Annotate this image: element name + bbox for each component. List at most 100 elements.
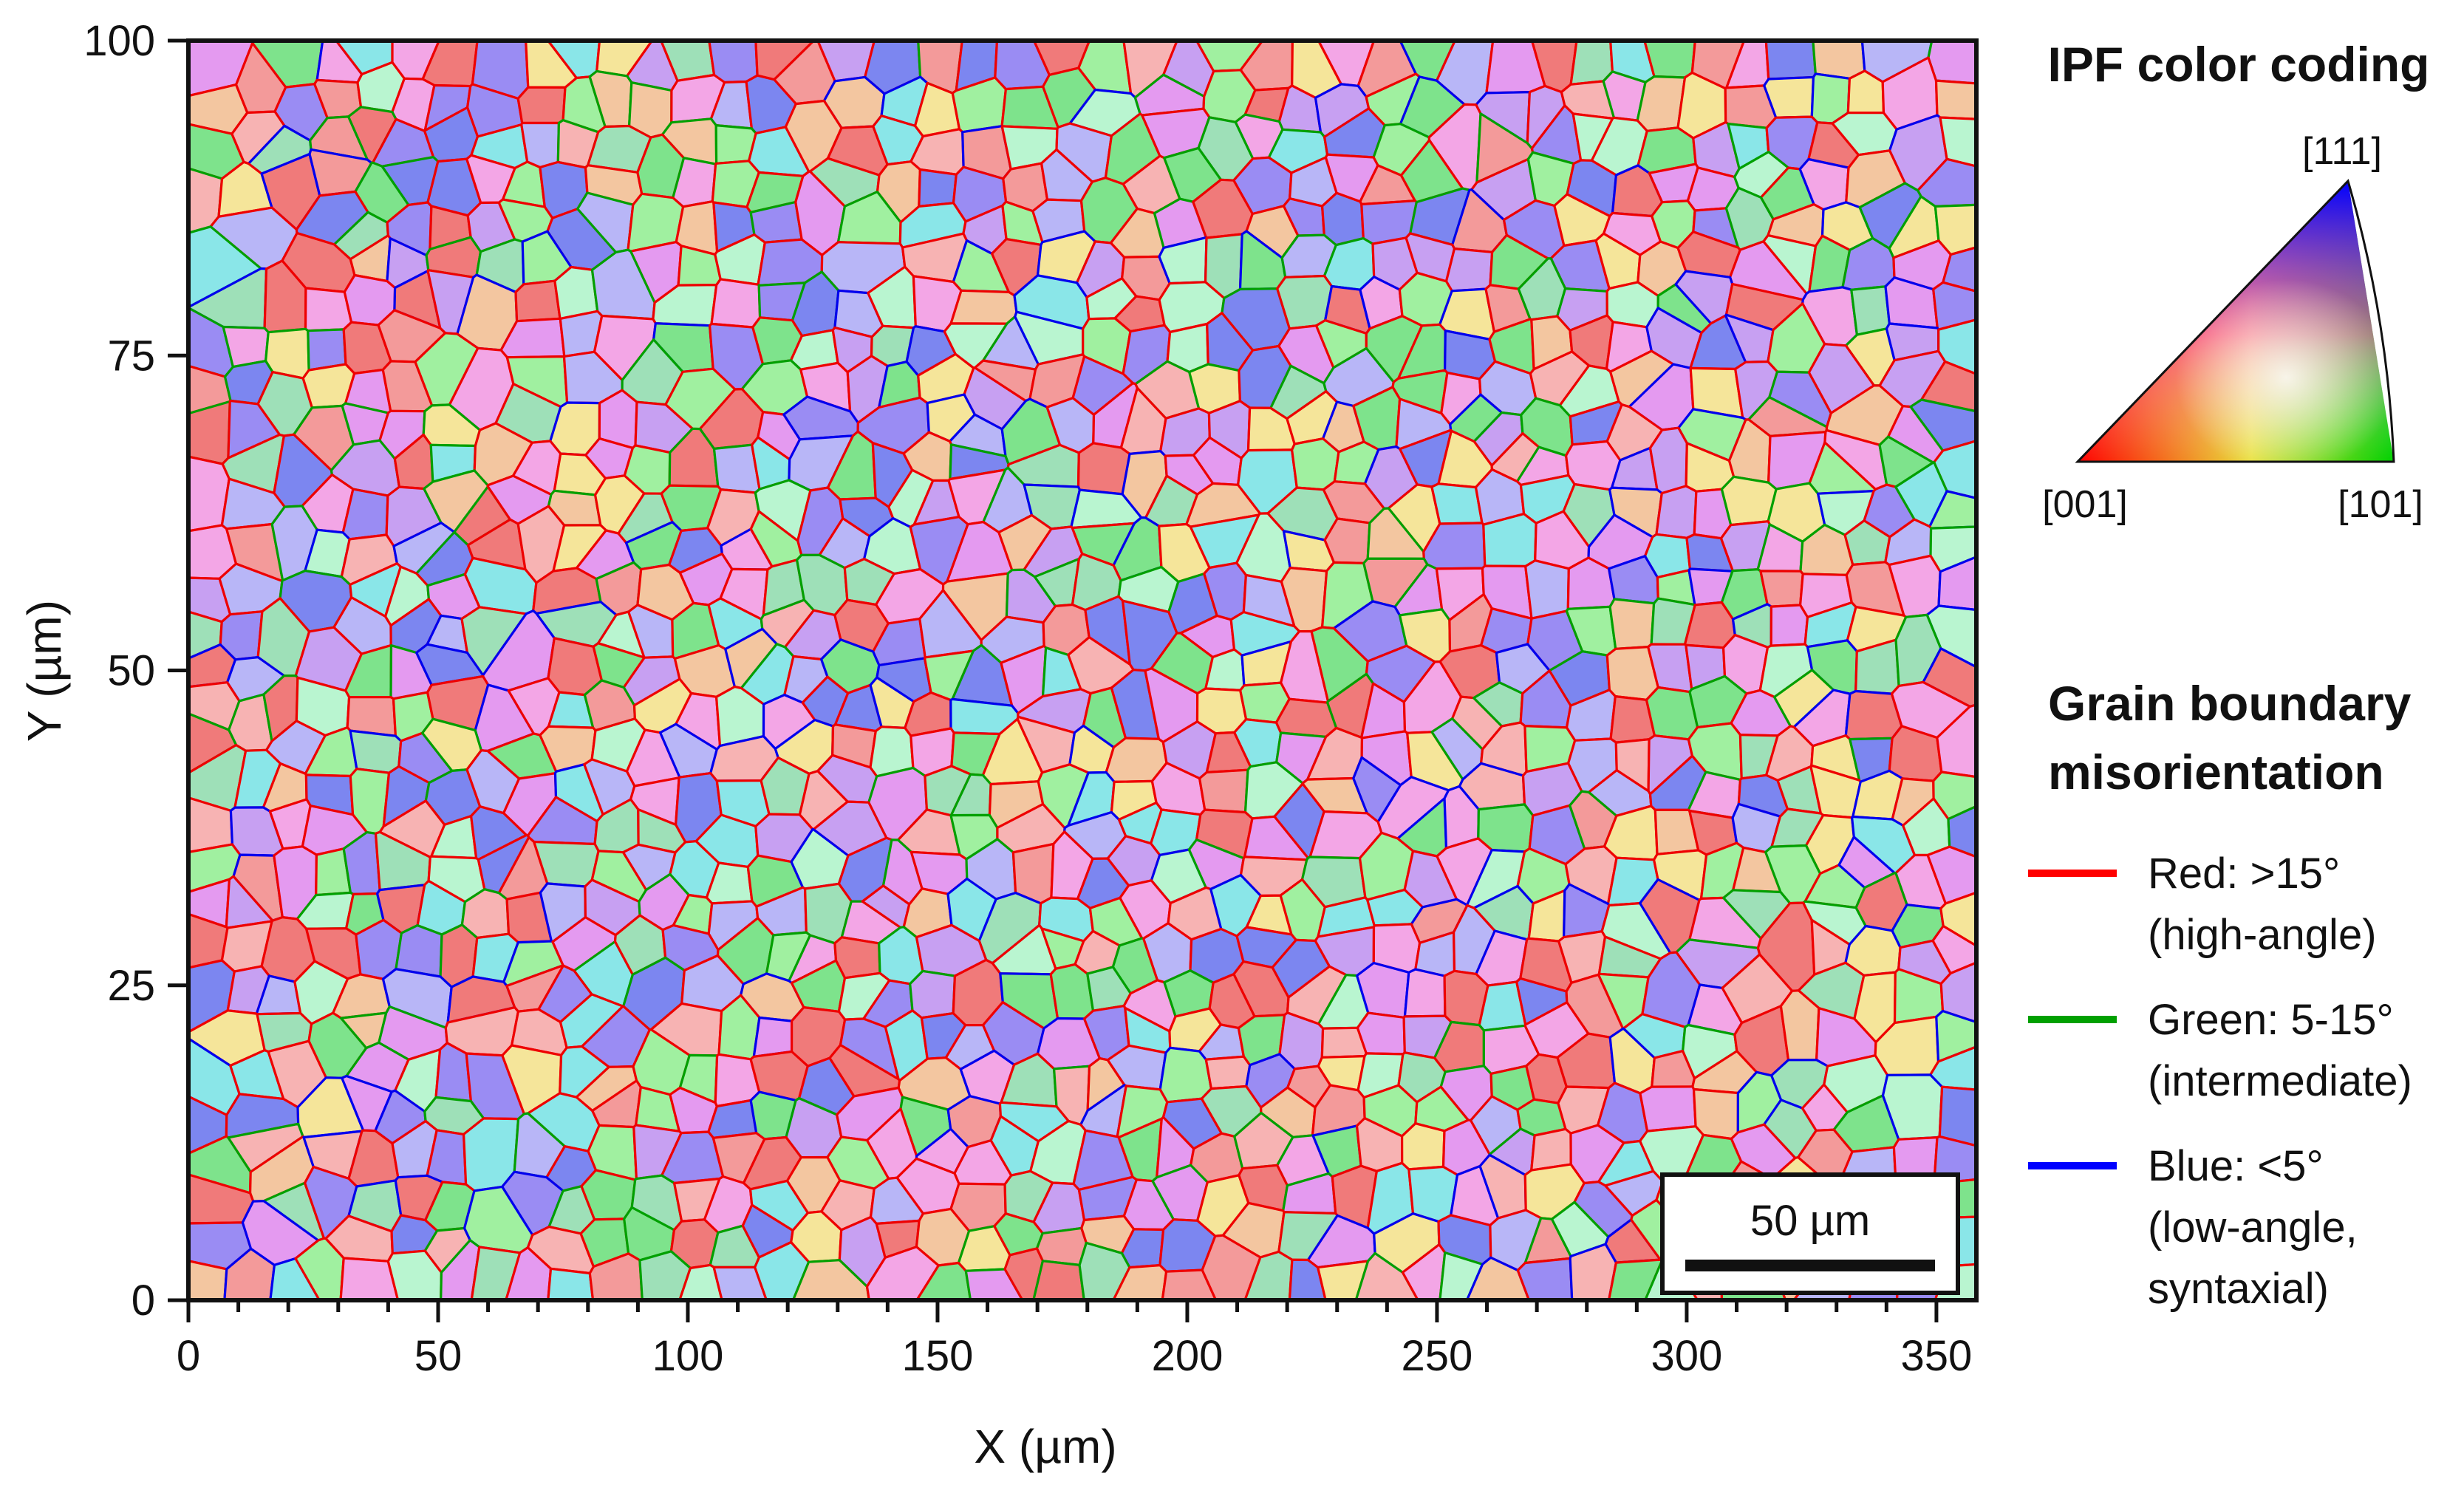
grain (1934, 79, 1976, 120)
grain (1198, 768, 1249, 814)
grain (1444, 247, 1494, 293)
y-tick-label: 25 (107, 962, 155, 1010)
grain (553, 265, 599, 320)
grain (1926, 845, 1976, 905)
grain (1003, 1247, 1045, 1300)
grain (1204, 1055, 1252, 1090)
grain (188, 225, 262, 309)
y-tick-label: 50 (107, 647, 155, 695)
grain (1243, 1250, 1294, 1300)
x-tick-label: 150 (902, 1332, 974, 1380)
grain (1655, 485, 1698, 539)
grain (678, 1263, 723, 1300)
grain (471, 41, 530, 100)
legend-blue-line3: syntaxial) (2148, 1265, 2329, 1313)
grain (1608, 598, 1656, 650)
grain (1354, 1251, 1420, 1300)
y-tick-label: 100 (83, 17, 155, 65)
x-tick-label: 50 (414, 1332, 463, 1380)
y-axis: 0 25 50 75 100 (83, 17, 188, 1325)
grain (1161, 1268, 1218, 1300)
grain (349, 729, 403, 774)
grain (1076, 442, 1131, 496)
grain (588, 1252, 644, 1300)
grain (1939, 961, 1976, 1024)
grain (440, 1239, 481, 1300)
grain (1769, 604, 1809, 647)
x-tick-label: 350 (1901, 1332, 1973, 1380)
grain (1317, 1260, 1370, 1300)
grain (1035, 1226, 1088, 1267)
orientation-map (188, 41, 1976, 1300)
grain (1648, 426, 1688, 495)
y-axis-title: Y (µm) (18, 600, 71, 742)
legend-red-line2: (high-angle) (2148, 911, 2377, 959)
grain (1112, 1263, 1168, 1300)
ipf-corner-101: [101] (2338, 483, 2423, 526)
ipf-legend-title: IPF color coding (2047, 37, 2429, 92)
grain (949, 289, 1018, 325)
grain (710, 278, 762, 329)
grain (1524, 559, 1570, 620)
grain (1403, 968, 1447, 1018)
x-tick-label: 200 (1152, 1332, 1224, 1380)
grain (918, 168, 958, 208)
grain (1482, 512, 1538, 568)
grain (516, 86, 567, 125)
ipf-triangle-outline (2075, 179, 2395, 463)
legend-green-line1: Green: 5-15° (2148, 996, 2394, 1044)
grain (1931, 924, 1976, 975)
x-axis: 0 50 100 150 200 250 300 350 (177, 1300, 1972, 1380)
legend-blue-line1: Blue: <5° (2148, 1142, 2324, 1190)
grain (1356, 1011, 1406, 1056)
grain (1400, 1122, 1446, 1171)
grain (395, 923, 443, 978)
ipf-triangle-center (2078, 181, 2394, 462)
boundary-legend-title-line2: misorientation (2048, 745, 2384, 799)
legend-red-line1: Red: >15° (2148, 850, 2340, 898)
grain (188, 712, 238, 775)
x-tick-label: 0 (177, 1332, 200, 1380)
grain (909, 969, 957, 1019)
grain (638, 1250, 692, 1300)
boundary-legend: Grain boundary misorientation Red: >15° … (2028, 676, 2412, 1313)
y-tick-label: 75 (107, 332, 155, 380)
grain (1158, 1046, 1213, 1104)
scale-bar-label: 50 µm (1750, 1197, 1870, 1245)
grain (1290, 437, 1340, 491)
scale-bar-box (1660, 1172, 1960, 1295)
x-tick-label: 300 (1651, 1332, 1723, 1380)
boundary-legend-title-line1: Grain boundary (2048, 676, 2412, 731)
scale-bar: 50 µm (1660, 1172, 1960, 1295)
grain (294, 1237, 345, 1300)
grain (1401, 1243, 1447, 1300)
grain (1201, 1234, 1262, 1300)
grain (754, 1240, 810, 1300)
y-tick-label: 0 (132, 1277, 155, 1325)
grain (1049, 963, 1095, 1020)
legend-green-line2: (intermediate) (2148, 1057, 2412, 1105)
grain (1759, 570, 1804, 608)
grain (269, 1257, 321, 1300)
grain (712, 1266, 768, 1300)
grain (1430, 482, 1484, 525)
x-tick-label: 100 (652, 1332, 724, 1380)
ipf-corner-001: [001] (2042, 483, 2128, 526)
legend-blue-line2: (low-angle, (2148, 1203, 2358, 1251)
grain (1639, 1085, 1697, 1133)
grain (188, 1260, 228, 1300)
grain (955, 41, 999, 92)
ipf-legend: IPF color coding [111] [001] [101] (2042, 37, 2429, 526)
grain (752, 1016, 794, 1058)
grain (1936, 703, 1976, 779)
grain (1909, 398, 1976, 452)
scale-bar-line (1685, 1260, 1935, 1271)
grain (1850, 285, 1891, 336)
x-axis-title: X (µm) (974, 1420, 1116, 1473)
grain (1933, 1135, 1976, 1185)
ipf-corner-111: [111] (2302, 130, 2382, 173)
grain (1927, 41, 1976, 85)
x-tick-label: 250 (1402, 1332, 1473, 1380)
grain (514, 279, 562, 323)
